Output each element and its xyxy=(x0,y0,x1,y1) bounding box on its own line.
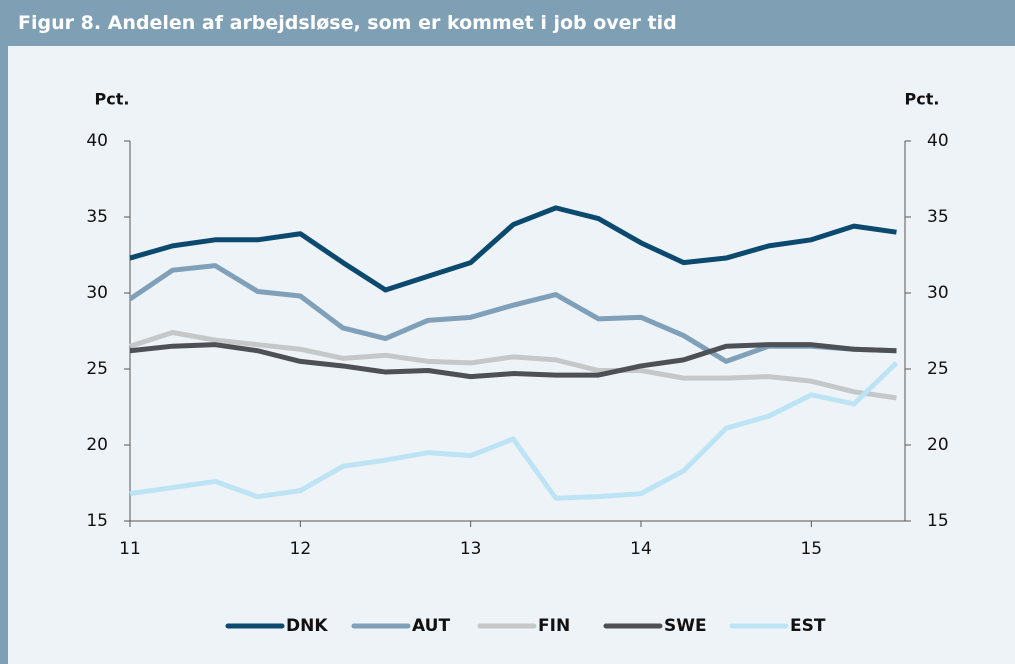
y2-tick-label: 20 xyxy=(927,435,949,455)
legend-label: AUT xyxy=(412,616,450,636)
series-line xyxy=(129,342,897,380)
y-tick-label: 35 xyxy=(86,207,108,227)
y2-tick-label: 40 xyxy=(927,131,949,151)
x-tick-label: 15 xyxy=(800,539,822,559)
y2-tick-label: 25 xyxy=(927,359,949,379)
y2-tick-label: 30 xyxy=(927,283,949,303)
legend-label: DNK xyxy=(286,616,328,636)
y2-axis-label: Pct. xyxy=(905,90,940,109)
x-tick-label: 11 xyxy=(119,539,141,559)
x-tick-label: 13 xyxy=(460,539,482,559)
y-axis-label: Pct. xyxy=(95,90,130,109)
y-tick-label: 40 xyxy=(86,131,108,151)
y2-tick-label: 35 xyxy=(927,207,949,227)
y-tick-label: 15 xyxy=(86,511,108,531)
series-line xyxy=(129,361,899,501)
legend-label: EST xyxy=(790,616,826,636)
y-tick-label: 20 xyxy=(86,435,108,455)
series-line xyxy=(129,205,897,293)
legend-label: FIN xyxy=(538,616,570,636)
y2-tick-label: 15 xyxy=(927,511,949,531)
y-tick-label: 25 xyxy=(86,359,108,379)
y-tick-label: 30 xyxy=(86,283,108,303)
series-line xyxy=(129,330,897,401)
x-tick-label: 14 xyxy=(630,539,652,559)
chart-title: Figur 8. Andelen af arbejdsløse, som er … xyxy=(0,0,1015,46)
legend-label: SWE xyxy=(664,616,707,636)
x-tick-label: 12 xyxy=(290,539,312,559)
